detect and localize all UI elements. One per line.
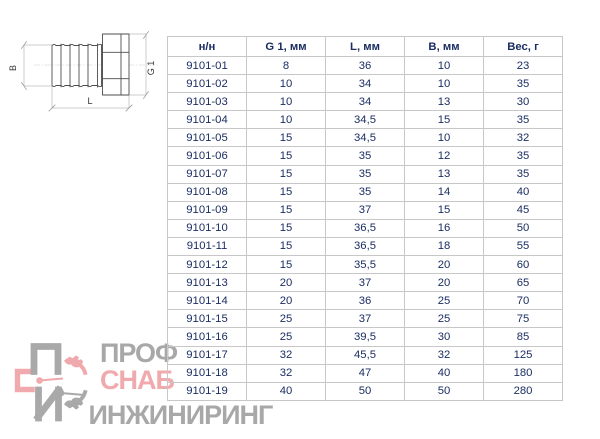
- svg-text:ИНЖИНИРИНГ: ИНЖИНИРИНГ: [89, 400, 274, 430]
- svg-text:G 1: G 1: [146, 61, 156, 76]
- svg-text:B: B: [8, 65, 18, 71]
- svg-text:L: L: [87, 96, 92, 106]
- svg-text:СНАБ: СНАБ: [100, 365, 174, 395]
